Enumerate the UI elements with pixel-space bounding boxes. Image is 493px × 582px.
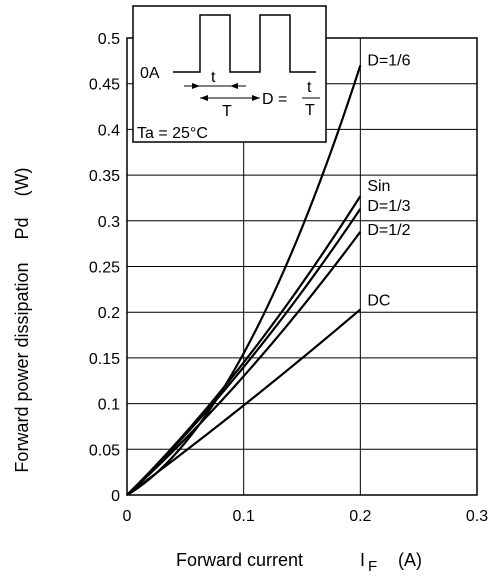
duty-formula-denominator: T bbox=[305, 102, 315, 119]
y-tick-label: 0.1 bbox=[98, 397, 120, 414]
inset-ambient-label: Ta = 25°C bbox=[137, 125, 208, 142]
tick-labels: 0 0.05 0.1 0.15 0.2 0.25 0.3 0.35 0.4 0.45 0.5 0 0.1… bbox=[89, 31, 488, 525]
duty-formula-prefix: D = bbox=[262, 91, 287, 108]
inset-t-label: t bbox=[211, 69, 216, 86]
y-tick-label: 0.4 bbox=[98, 122, 120, 139]
series-line-2 bbox=[126, 208, 362, 496]
pulse-waveform bbox=[173, 14, 316, 73]
duty-formula-numerator: t bbox=[307, 79, 312, 96]
x-tick-label: 0.2 bbox=[349, 508, 371, 525]
series-label-0: D=1/6 bbox=[367, 52, 410, 69]
x-axis-title: Forward current I F (A) bbox=[176, 550, 422, 575]
t-arrow-right bbox=[230, 83, 238, 89]
series-label-1: Sin bbox=[367, 178, 390, 195]
y-tick-label: 0.3 bbox=[98, 214, 120, 231]
series-lines bbox=[126, 65, 362, 496]
y-tick-label: 0.25 bbox=[89, 260, 120, 277]
series-line-4 bbox=[126, 308, 362, 496]
y-tick-label: 0.45 bbox=[89, 77, 120, 94]
x-tick-label: 0.3 bbox=[466, 508, 488, 525]
y-tick-label: 0.5 bbox=[98, 31, 120, 48]
T-arrow-left bbox=[200, 95, 208, 101]
series-label-4: DC bbox=[367, 292, 390, 309]
y-tick-label: 0 bbox=[111, 488, 120, 505]
x-tick-label: 0 bbox=[123, 508, 132, 525]
T-arrow-right bbox=[252, 95, 260, 101]
series-line-0 bbox=[126, 65, 362, 496]
inset-T-label: T bbox=[222, 103, 232, 120]
series-label-2: D=1/3 bbox=[367, 198, 410, 215]
y-tick-label: 0.2 bbox=[98, 305, 120, 322]
y-tick-label: 0.35 bbox=[89, 168, 120, 185]
inset-zero-label: 0A bbox=[140, 65, 160, 82]
t-arrow-left bbox=[192, 83, 200, 89]
series-labels: D=1/6 Sin D=1/3 D=1/2 DC bbox=[367, 52, 410, 309]
y-axis-title: Forward power dissipation Pd (W) bbox=[12, 167, 32, 472]
waveform-inset: 0A t T D = t T Ta = 25°C bbox=[132, 5, 327, 143]
y-tick-label: 0.15 bbox=[89, 351, 120, 368]
series-label-3: D=1/2 bbox=[367, 222, 410, 239]
x-tick-label: 0.1 bbox=[233, 508, 255, 525]
y-tick-label: 0.05 bbox=[89, 442, 120, 459]
series-line-3 bbox=[126, 231, 362, 496]
